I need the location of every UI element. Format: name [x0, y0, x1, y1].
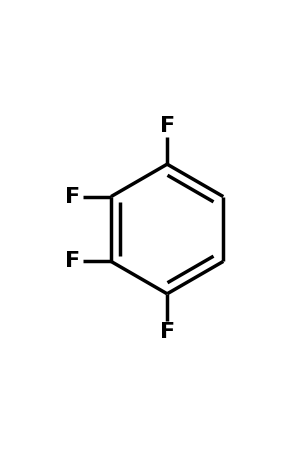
Text: F: F	[160, 322, 175, 342]
Text: F: F	[65, 186, 80, 207]
Text: F: F	[65, 251, 80, 272]
Text: F: F	[160, 116, 175, 136]
